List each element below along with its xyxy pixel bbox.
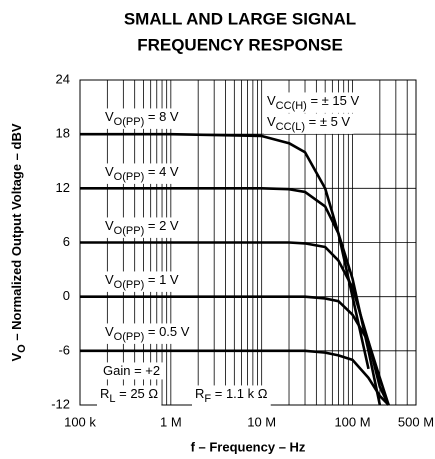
y-tick-label: 12 <box>56 180 70 195</box>
y-tick-label: 0 <box>63 288 70 303</box>
y-axis-label-part: O <box>16 344 28 353</box>
series-line <box>80 295 390 406</box>
series-label-part: O(PP) <box>114 225 145 237</box>
annotation-part: CC(L) <box>276 121 305 133</box>
series-label-part: V <box>105 164 114 179</box>
annotation: Gain = +2 <box>103 363 160 378</box>
x-tick-label: 100 M <box>334 414 370 429</box>
y-axis-label: VO – Normalized Output Voltage – dBV <box>9 123 27 361</box>
series-label-part: V <box>105 218 114 233</box>
series-line <box>80 132 370 370</box>
series-label: VO(PP) = 8 V <box>105 109 179 127</box>
chart-title: FREQUENCY RESPONSE <box>137 35 343 54</box>
annotation-part: = 25 Ω <box>116 386 159 401</box>
y-tick-label: 6 <box>63 234 70 249</box>
annotation-part: V <box>267 114 276 129</box>
annotation-part: R <box>195 386 204 401</box>
series-label: VO(PP) = 2 V <box>105 218 179 236</box>
label-background <box>102 271 182 292</box>
x-tick-label: 500 M <box>398 414 434 429</box>
series-label-part: V <box>105 272 114 287</box>
label-background <box>264 113 354 134</box>
series-label-part: = <box>144 324 159 339</box>
label-background <box>97 385 162 406</box>
series-label-part: = <box>144 164 159 179</box>
y-tick-label: 24 <box>56 71 70 86</box>
label-background <box>192 385 271 406</box>
y-tick-label: 18 <box>56 126 70 141</box>
series-label-part: V <box>105 109 114 124</box>
annotation-part: = 1.1 k Ω <box>211 386 268 401</box>
x-tick-label: 10 M <box>247 414 276 429</box>
series-label-part: 4 V <box>159 164 179 179</box>
annotation-part: R <box>100 386 109 401</box>
y-tick-label: -6 <box>58 342 70 357</box>
series-label-part: = <box>144 109 159 124</box>
series-label: VO(PP) = 4 V <box>105 164 179 182</box>
label-background <box>264 92 363 113</box>
annotation: RF = 1.1 k Ω <box>195 386 268 404</box>
lines <box>80 132 390 406</box>
label-background <box>102 108 182 129</box>
annotation-part: CC(H) <box>276 100 307 112</box>
series-label-part: O(PP) <box>114 116 145 128</box>
annotation-part: V <box>267 93 276 108</box>
annotation-part: L <box>109 393 115 405</box>
x-tick-label: 1 M <box>160 414 182 429</box>
series-label-part: O(PP) <box>114 171 145 183</box>
annotation: VCC(L) = ± 5 V <box>267 114 350 132</box>
series-label-part: 0.5 V <box>159 324 190 339</box>
series-label-part: 8 V <box>159 109 179 124</box>
series-label: VO(PP) = 0.5 V <box>105 324 190 342</box>
annotation: VCC(H) = ± 15 V <box>267 93 359 111</box>
chart-title: SMALL AND LARGE SIGNAL <box>124 9 356 28</box>
series-label-part: 2 V <box>159 218 179 233</box>
series-label-part: O(PP) <box>114 279 145 291</box>
label-background <box>102 217 182 238</box>
y-tick-label: -12 <box>51 396 70 411</box>
annotation: RL = 25 Ω <box>100 386 158 404</box>
series-label-part: 1 V <box>159 272 179 287</box>
label-background <box>100 362 164 380</box>
series-label-part: V <box>105 324 114 339</box>
y-axis-label-part: V <box>9 353 24 362</box>
annotation-part: = ± 5 V <box>305 114 350 129</box>
x-axis-label: f – Frequency – Hz <box>191 439 306 454</box>
series-line <box>80 349 390 406</box>
series-label: VO(PP) = 1 V <box>105 272 179 290</box>
series-label-part: = <box>144 218 159 233</box>
x-tick-label: 100 k <box>64 414 96 429</box>
y-axis-label-part: – Normalized Output Voltage – dBV <box>9 123 24 344</box>
series-label-part: O(PP) <box>114 331 145 343</box>
label-background <box>102 163 182 184</box>
series-label-part: = <box>144 272 159 287</box>
annotation-part: F <box>204 393 211 405</box>
label-background <box>102 323 193 344</box>
annotation-part: = ± 15 V <box>307 93 360 108</box>
annotation-part: Gain = +2 <box>103 363 160 378</box>
